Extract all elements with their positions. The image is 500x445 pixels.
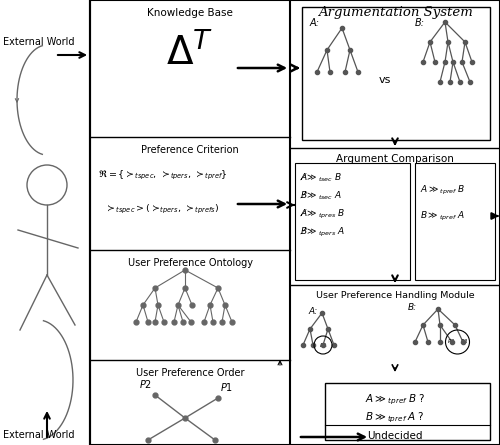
Text: $\succ_{\!tspec} > (\succ_{\!tpers},\, \succ_{\!tprefs})$: $\succ_{\!tspec} > (\succ_{\!tpers},\, \… bbox=[105, 202, 219, 215]
Text: A:: A: bbox=[308, 307, 318, 316]
Text: $\Delta^T$: $\Delta^T$ bbox=[166, 32, 214, 72]
Bar bbox=[302, 7, 490, 140]
Text: Knowledge Base: Knowledge Base bbox=[147, 8, 233, 18]
Text: A:: A: bbox=[310, 18, 320, 28]
Text: Preference Criterion: Preference Criterion bbox=[141, 145, 239, 155]
Text: $B \not\!\gg_{tsec}\; A$: $B \not\!\gg_{tsec}\; A$ bbox=[300, 190, 342, 202]
Text: Argumentation System: Argumentation System bbox=[318, 6, 472, 19]
Text: $P1$: $P1$ bbox=[220, 381, 233, 393]
Text: B:: B: bbox=[415, 18, 425, 28]
Text: External World: External World bbox=[3, 430, 74, 440]
Text: $B \gg_{tpref}\; A$: $B \gg_{tpref}\; A$ bbox=[420, 210, 465, 222]
Text: $P1$: $P1$ bbox=[320, 341, 328, 349]
Text: User Preference Handling Module: User Preference Handling Module bbox=[316, 291, 474, 300]
Text: Argument Comparison: Argument Comparison bbox=[336, 154, 454, 164]
Text: $A \gg_{tpref}\; B\; ?$: $A \gg_{tpref}\; B\; ?$ bbox=[365, 393, 425, 408]
Text: Undecided: Undecided bbox=[367, 431, 423, 441]
Text: $P2$: $P2$ bbox=[447, 337, 455, 345]
Text: $\mathfrak{R} = \{\succ_{\!tspec},\, \succ_{\!tpers},\, \succ_{\!tpref}\}$: $\mathfrak{R} = \{\succ_{\!tspec},\, \su… bbox=[98, 169, 228, 182]
Text: $A \not\!\gg_{tpres}\; B$: $A \not\!\gg_{tpres}\; B$ bbox=[300, 207, 345, 221]
Text: $P2$: $P2$ bbox=[139, 378, 152, 390]
Text: $P3$: $P3$ bbox=[460, 337, 468, 345]
Text: vs: vs bbox=[379, 75, 391, 85]
Bar bbox=[325, 383, 490, 440]
Text: User Preference Order: User Preference Order bbox=[136, 368, 244, 378]
Bar bbox=[415, 163, 495, 280]
Text: $A \not\!\gg_{tsec}\; B$: $A \not\!\gg_{tsec}\; B$ bbox=[300, 172, 342, 184]
Bar bbox=[90, 0, 500, 445]
Text: User Preference Ontology: User Preference Ontology bbox=[128, 258, 252, 268]
Text: $B \gg_{tpref}\; A\; ?$: $B \gg_{tpref}\; A\; ?$ bbox=[366, 411, 424, 425]
Text: $P3$: $P3$ bbox=[132, 443, 146, 445]
Text: External World: External World bbox=[3, 37, 74, 47]
Bar bbox=[295, 163, 410, 280]
Text: $A \gg_{tpref}\; B$: $A \gg_{tpref}\; B$ bbox=[420, 183, 465, 197]
Text: B:: B: bbox=[408, 303, 417, 312]
Text: $B \not\!\gg_{tpers}\; A$: $B \not\!\gg_{tpers}\; A$ bbox=[300, 226, 344, 239]
